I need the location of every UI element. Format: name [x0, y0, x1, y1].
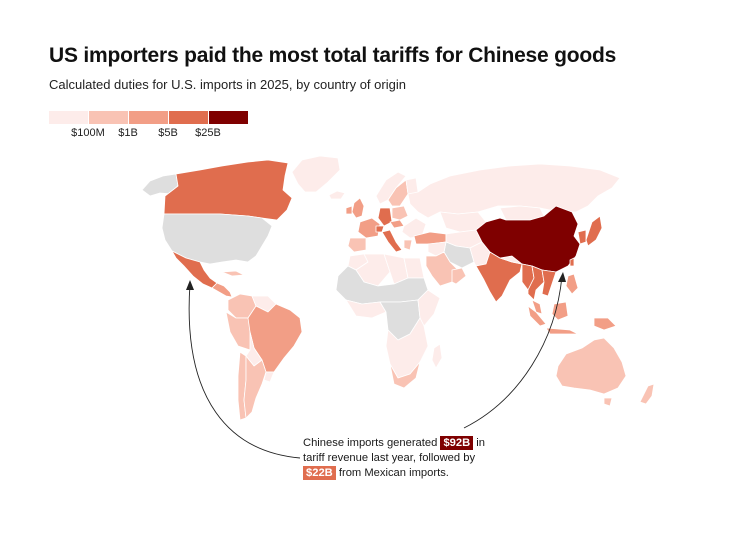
country-south-korea: [577, 229, 587, 245]
country-egypt: [403, 257, 425, 279]
country-australia: [555, 337, 627, 395]
country-madagascar: [431, 343, 443, 369]
arrow-to-mexico: [188, 283, 301, 459]
country-italy: [381, 229, 403, 253]
arrowhead-mexico: [186, 280, 194, 290]
country-indonesia-sumatra: [527, 305, 547, 327]
country-united-kingdom: [351, 197, 365, 219]
country-argentina: [243, 355, 267, 419]
country-papua: [593, 317, 617, 331]
annotation-text: Chinese imports generated $92B in tariff…: [303, 436, 503, 481]
chart-subtitle: Calculated duties for U.S. imports in 20…: [49, 77, 406, 92]
legend-tick-1b: $1B: [118, 127, 138, 139]
country-france: [357, 217, 381, 239]
country-central-america: [211, 282, 233, 298]
china-value-badge: $92B: [440, 436, 474, 450]
legend-tick-25b: $25B: [195, 127, 221, 139]
country-vietnam: [541, 269, 557, 297]
country-greenland: [291, 155, 341, 193]
country-japan: [585, 215, 603, 247]
annotation-line1-end: in: [476, 437, 486, 449]
country-southern-africa: [385, 317, 429, 379]
country-spain: [347, 237, 367, 253]
country-uruguay: [263, 371, 275, 383]
country-tasmania: [603, 397, 613, 407]
arrow-to-china: [463, 275, 563, 429]
country-new-zealand: [639, 383, 655, 405]
legend-swatch-3: [129, 111, 168, 124]
country-taiwan: [569, 257, 575, 267]
country-cuba: [221, 270, 245, 277]
annotation-line3: from Mexican imports.: [338, 467, 449, 479]
country-greece: [403, 239, 413, 251]
arrowhead-china: [558, 272, 566, 282]
country-norway: [375, 171, 407, 205]
legend-swatch-5: [209, 111, 248, 124]
legend-tick-100m: $100M: [71, 127, 105, 139]
country-switzerland: [375, 225, 385, 233]
country-indonesia-java: [545, 327, 579, 335]
color-legend: $100M $1B $5B $25B: [49, 111, 249, 143]
legend-swatch-1: [49, 111, 88, 124]
country-indonesia-borneo: [551, 301, 569, 321]
country-ireland: [345, 205, 353, 215]
legend-swatch-2: [89, 111, 128, 124]
country-germany: [377, 207, 393, 227]
country-malaysia: [531, 299, 543, 315]
annotation-line2: tariff revenue last year, followed by: [303, 452, 476, 464]
country-uae-oman: [451, 267, 467, 285]
chart-title: US importers paid the most total tariffs…: [49, 44, 617, 67]
country-iceland: [328, 190, 346, 200]
country-philippines: [565, 273, 579, 295]
country-austria: [389, 219, 405, 229]
annotation-line1: Chinese imports generated: [303, 437, 438, 449]
country-poland: [391, 205, 409, 221]
legend-swatch-4: [169, 111, 208, 124]
country-south-africa: [389, 361, 421, 389]
legend-tick-5b: $5B: [158, 127, 178, 139]
country-canada: [163, 159, 293, 221]
mexico-value-badge: $22B: [303, 466, 336, 480]
